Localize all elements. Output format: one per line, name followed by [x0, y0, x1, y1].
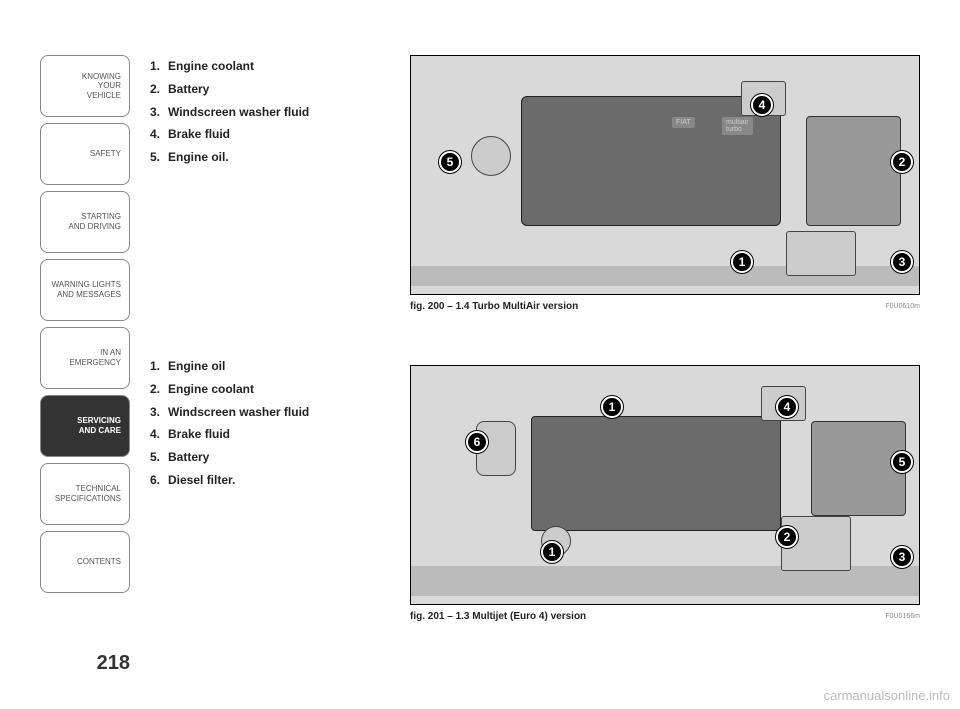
list-text: Battery: [168, 446, 209, 469]
list-num: 3.: [150, 101, 168, 124]
fiat-badge: FIAT: [672, 117, 695, 128]
tab-label: CONTENTS: [77, 557, 121, 567]
coolant-reservoir: [786, 231, 856, 276]
figure-200: FIAT multiair turbo 1 2 3 4 5 fig. 200 –…: [410, 55, 920, 312]
tab-label: SAFETY: [90, 149, 121, 159]
list-item: 5.Engine oil.: [150, 146, 309, 169]
list-text: Brake fluid: [168, 423, 230, 446]
callout-1a: 1: [601, 396, 623, 418]
list-item: 1.Engine coolant: [150, 55, 309, 78]
callout-5: 5: [439, 151, 461, 173]
list-num: 4.: [150, 423, 168, 446]
tab-servicing-care: SERVICING AND CARE: [40, 395, 130, 457]
list-text: Engine coolant: [168, 55, 254, 78]
list-item: 3.Windscreen washer fluid: [150, 401, 309, 424]
callout-2: 2: [776, 526, 798, 548]
engine-bay-diagram-top: FIAT multiair turbo 1 2 3 4 5: [410, 55, 920, 295]
watermark: carmanualsonline.info: [824, 688, 950, 703]
list-num: 2.: [150, 378, 168, 401]
figure-code: F0U0166m: [885, 613, 920, 620]
tab-emergency: IN AN EMERGENCY: [40, 327, 130, 389]
list-text: Engine oil.: [168, 146, 229, 169]
list-text: Brake fluid: [168, 123, 230, 146]
figure-caption: fig. 200 – 1.4 Turbo MultiAir version: [410, 301, 920, 312]
callout-2: 2: [891, 151, 913, 173]
callout-6: 6: [466, 431, 488, 453]
tab-label: SERVICING AND CARE: [77, 416, 121, 435]
tab-starting-driving: STARTING AND DRIVING: [40, 191, 130, 253]
callout-3: 3: [891, 251, 913, 273]
list-item: 6.Diesel filter.: [150, 469, 309, 492]
manual-page: KNOWING YOUR VEHICLE SAFETY STARTING AND…: [40, 55, 920, 675]
legend-bottom: 1.Engine oil 2.Engine coolant 3.Windscre…: [150, 355, 309, 492]
list-text: Windscreen washer fluid: [168, 401, 309, 424]
tab-label: IN AN EMERGENCY: [69, 348, 121, 367]
list-num: 6.: [150, 469, 168, 492]
list-num: 4.: [150, 123, 168, 146]
figure-code: F0U0610m: [885, 303, 920, 310]
tab-tech-specs: TECHNICAL SPECIFICATIONS: [40, 463, 130, 525]
list-text: Engine oil: [168, 355, 225, 378]
callout-4: 4: [776, 396, 798, 418]
list-item: 2.Battery: [150, 78, 309, 101]
callout-3: 3: [891, 546, 913, 568]
list-num: 5.: [150, 146, 168, 169]
list-item: 4.Brake fluid: [150, 123, 309, 146]
multiair-badge: multiair turbo: [722, 117, 753, 135]
page-number: 218: [40, 652, 130, 675]
list-num: 3.: [150, 401, 168, 424]
list-num: 1.: [150, 55, 168, 78]
oil-cap: [471, 136, 511, 176]
battery: [811, 421, 906, 516]
engine-bay-diagram-bottom: 1 1 2 3 4 5 6: [410, 365, 920, 605]
battery: [806, 116, 901, 226]
list-text: Battery: [168, 78, 209, 101]
tab-contents: CONTENTS: [40, 531, 130, 593]
list-item: 1.Engine oil: [150, 355, 309, 378]
callout-4: 4: [751, 94, 773, 116]
callout-1: 1: [731, 251, 753, 273]
figure-caption: fig. 201 – 1.3 Multijet (Euro 4) version: [410, 611, 920, 622]
list-text: Engine coolant: [168, 378, 254, 401]
tab-label: TECHNICAL SPECIFICATIONS: [55, 484, 121, 503]
figure-201: 1 1 2 3 4 5 6 fig. 201 – 1.3 Multijet (E…: [410, 365, 920, 622]
tab-label: STARTING AND DRIVING: [69, 212, 121, 231]
callout-1b: 1: [541, 541, 563, 563]
tab-label: WARNING LIGHTS AND MESSAGES: [52, 280, 121, 299]
legend-top: 1.Engine coolant 2.Battery 3.Windscreen …: [150, 55, 309, 169]
callout-5: 5: [891, 451, 913, 473]
section-tabs: KNOWING YOUR VEHICLE SAFETY STARTING AND…: [40, 55, 130, 599]
list-item: 4.Brake fluid: [150, 423, 309, 446]
list-item: 3.Windscreen washer fluid: [150, 101, 309, 124]
tab-warning-lights: WARNING LIGHTS AND MESSAGES: [40, 259, 130, 321]
list-text: Windscreen washer fluid: [168, 101, 309, 124]
tab-safety: SAFETY: [40, 123, 130, 185]
list-num: 1.: [150, 355, 168, 378]
list-item: 2.Engine coolant: [150, 378, 309, 401]
list-text: Diesel filter.: [168, 469, 235, 492]
engine-cover: [531, 416, 781, 531]
tab-knowing-vehicle: KNOWING YOUR VEHICLE: [40, 55, 130, 117]
list-item: 5.Battery: [150, 446, 309, 469]
list-num: 2.: [150, 78, 168, 101]
list-num: 5.: [150, 446, 168, 469]
tab-label: KNOWING YOUR VEHICLE: [82, 72, 121, 101]
